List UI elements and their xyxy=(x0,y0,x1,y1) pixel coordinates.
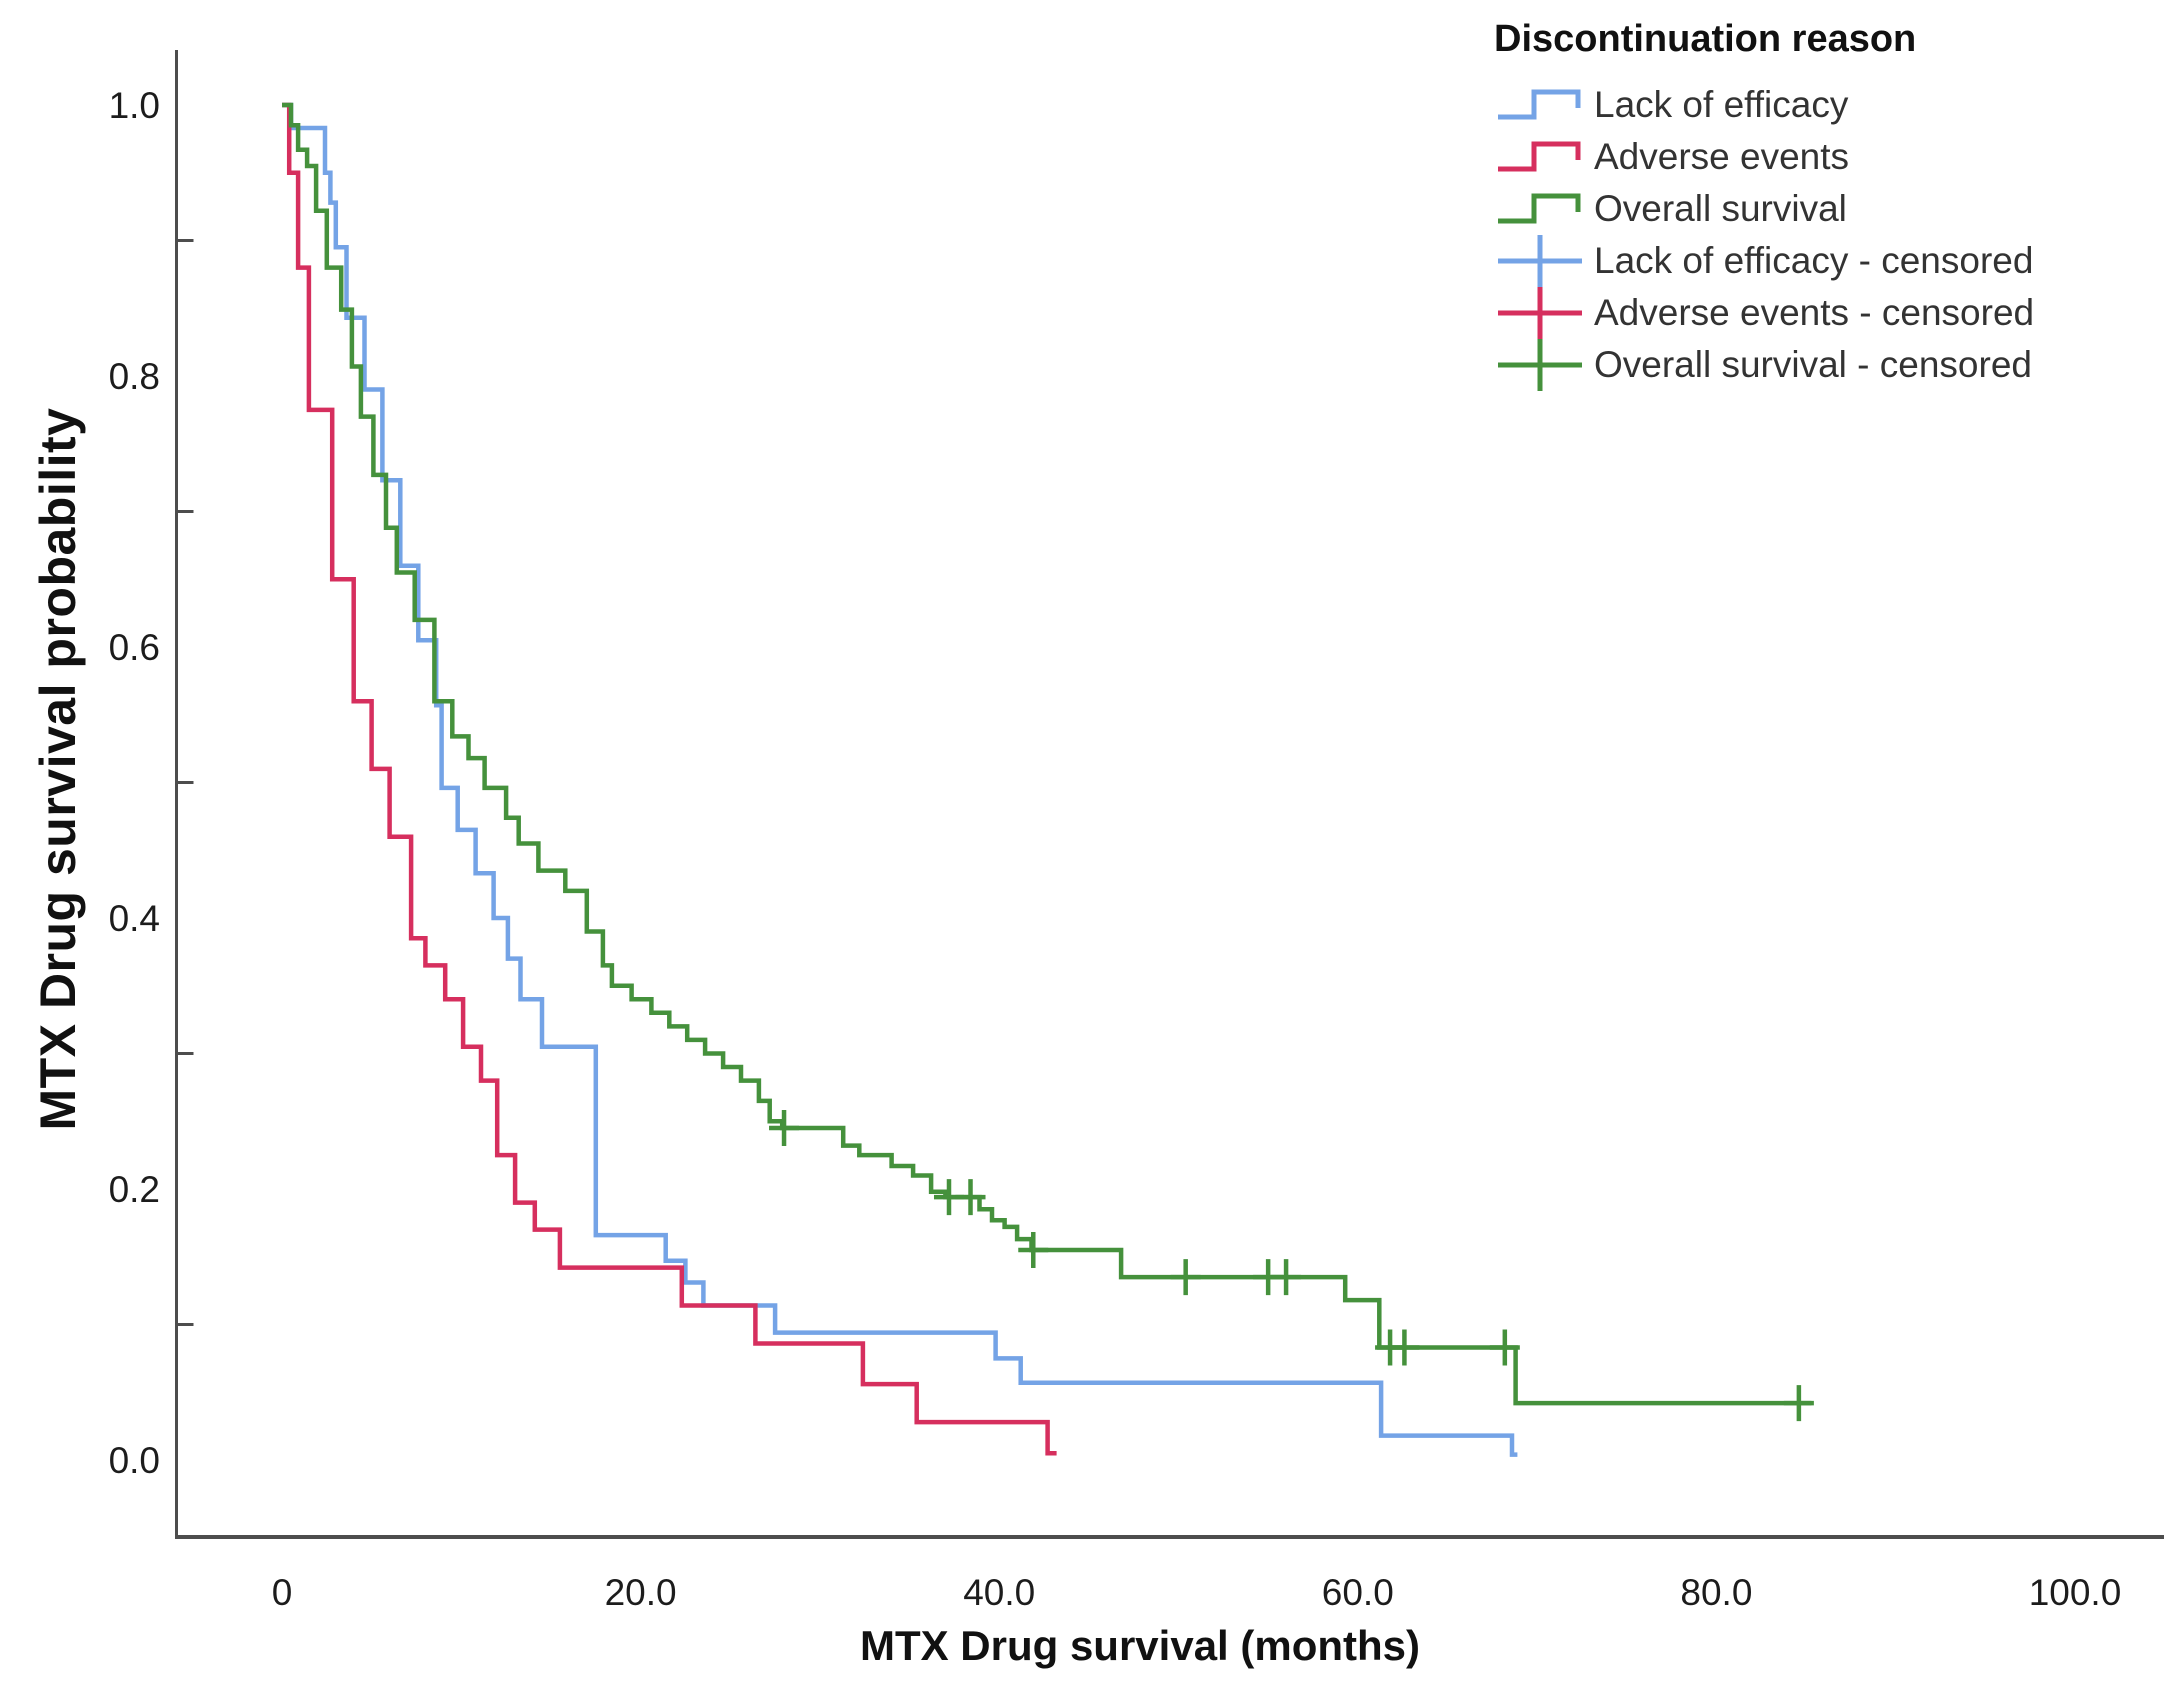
censored-mark-overall-survival xyxy=(1018,1231,1049,1268)
censored-mark-overall-survival xyxy=(1271,1259,1302,1296)
legend-item-label: Overall survival - censored xyxy=(1594,344,2032,385)
legend-item-label: Overall survival xyxy=(1594,188,1847,229)
step-line-icon xyxy=(1498,193,1581,224)
legend-item-lack-of-efficacy: Lack of efficacy xyxy=(1494,79,2164,131)
step-line-icon xyxy=(1498,141,1581,172)
x-axis-title: MTX Drug survival (months) xyxy=(859,1622,1421,1669)
x-tick-label: 0 xyxy=(272,1572,293,1613)
x-tick-label: 40.0 xyxy=(963,1572,1035,1613)
legend-item-adverse-events-censored: Adverse events - censored xyxy=(1494,287,2164,339)
censored-mark-overall-survival xyxy=(1170,1259,1201,1296)
censored-cross-icon xyxy=(1498,235,1582,287)
y-tick-label: 0.2 xyxy=(109,1169,160,1210)
censored-mark-overall-survival xyxy=(1489,1329,1520,1366)
legend-item-label: Adverse events xyxy=(1594,136,1850,177)
step-line-icon xyxy=(1498,89,1581,120)
legend-item-label: Lack of efficacy xyxy=(1594,84,1849,125)
x-tick-label: 80.0 xyxy=(1680,1572,1752,1613)
y-tick-label: 0.6 xyxy=(109,627,160,668)
x-tick-label: 100.0 xyxy=(2029,1572,2122,1613)
censored-cross-icon xyxy=(1498,287,1582,339)
y-axis-title: MTX Drug survival probability xyxy=(30,407,86,1131)
survival-curve-lack-of-efficacy xyxy=(282,102,1518,1457)
legend-item-overall-survival-censored: Overall survival - censored xyxy=(1494,339,2164,391)
y-tick-label: 1.0 xyxy=(109,85,160,126)
censored-mark-overall-survival xyxy=(769,1110,800,1147)
y-tick-label: 0.8 xyxy=(109,356,160,397)
y-tick-label: 0.0 xyxy=(109,1440,160,1481)
censored-cross-icon xyxy=(1498,339,1582,391)
legend-item-label: Adverse events - censored xyxy=(1594,292,2035,333)
censored-mark-overall-survival xyxy=(1389,1329,1420,1366)
x-tick-label: 20.0 xyxy=(605,1572,677,1613)
censored-mark-overall-survival xyxy=(1783,1385,1814,1422)
legend-item-lack-of-efficacy-censored: Lack of efficacy - censored xyxy=(1494,235,2164,287)
legend-items: Lack of efficacy Adverse events Overall su… xyxy=(1494,79,2164,391)
legend: Discontinuation reason Lack of efficacy A… xyxy=(1494,18,2164,391)
censored-mark-overall-survival xyxy=(955,1179,986,1216)
x-tick-label: 60.0 xyxy=(1322,1572,1394,1613)
legend-item-adverse-events: Adverse events xyxy=(1494,131,2164,183)
y-tick-label: 0.4 xyxy=(109,898,160,939)
legend-item-label: Lack of efficacy - censored xyxy=(1594,240,2034,281)
survival-curve-adverse-events xyxy=(282,102,1057,1456)
survival-curve-overall-survival xyxy=(282,102,1812,1406)
legend-title: Discontinuation reason xyxy=(1494,18,1917,60)
legend-item-overall-survival: Overall survival xyxy=(1494,183,2164,235)
